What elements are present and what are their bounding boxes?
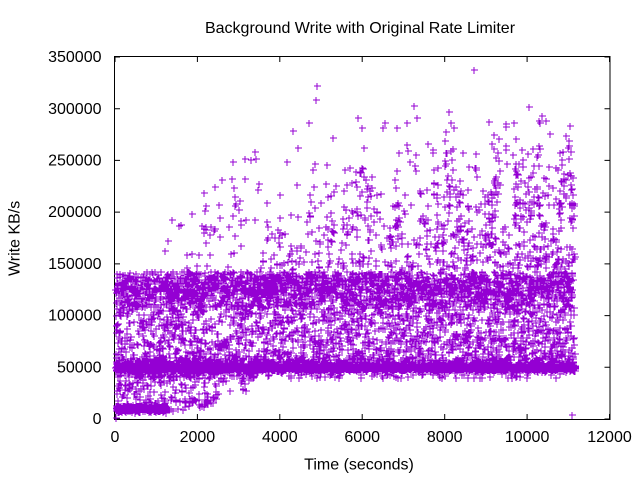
svg-text:250000: 250000 [48, 153, 101, 170]
svg-text:200000: 200000 [48, 204, 101, 221]
svg-text:10000: 10000 [505, 429, 550, 446]
svg-text:0: 0 [111, 429, 120, 446]
svg-text:6000: 6000 [344, 429, 380, 446]
svg-text:100000: 100000 [48, 308, 101, 325]
svg-text:300000: 300000 [48, 101, 101, 118]
svg-text:8000: 8000 [427, 429, 463, 446]
svg-text:Time (seconds): Time (seconds) [304, 456, 414, 473]
svg-text:0: 0 [93, 411, 102, 428]
svg-text:Background Write with Original: Background Write with Original Rate Limi… [205, 20, 516, 37]
svg-text:150000: 150000 [48, 256, 101, 273]
svg-text:350000: 350000 [48, 49, 101, 66]
svg-text:2000: 2000 [180, 429, 216, 446]
svg-text:4000: 4000 [262, 429, 298, 446]
svg-text:12000: 12000 [587, 429, 632, 446]
svg-text:Write KB/s: Write KB/s [7, 201, 24, 276]
svg-text:50000: 50000 [57, 359, 102, 376]
